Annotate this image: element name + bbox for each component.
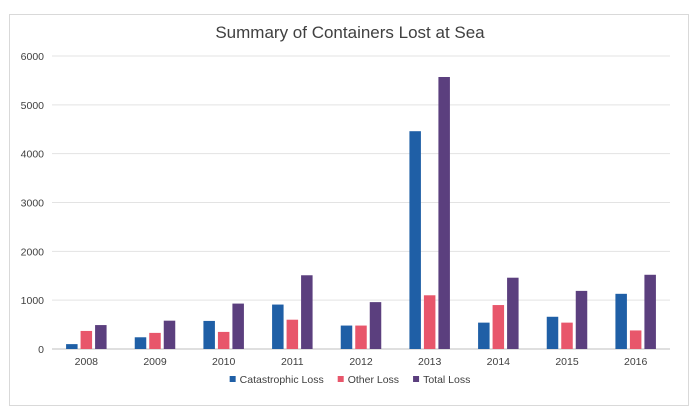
x-tick-label: 2016 xyxy=(624,356,648,368)
x-axis: 2008 2009 2010 2011 2012 2013 2014 2015 2016 xyxy=(75,356,648,368)
y-tick-label: 0 xyxy=(38,344,44,356)
y-tick-label: 3000 xyxy=(21,198,45,210)
bar-catastrophic-loss-2008 xyxy=(66,344,78,349)
bars xyxy=(66,76,656,349)
bar-catastrophic-loss-2013 xyxy=(409,131,421,349)
bar-total-loss-2010 xyxy=(232,303,244,349)
bar-other-loss-2013 xyxy=(423,295,436,349)
x-tick-label: 2015 xyxy=(555,356,579,368)
bar-other-loss-2010 xyxy=(217,331,230,349)
bar-other-loss-2009 xyxy=(149,332,161,349)
y-axis: 0 1000 2000 3000 4000 5000 6000 xyxy=(21,51,45,356)
y-tick-label: 6000 xyxy=(21,51,45,63)
chart-title: Summary of Containers Lost at Sea xyxy=(215,23,485,42)
legend: Catastrophic Loss Other Loss Total Loss xyxy=(229,374,470,386)
bar-catastrophic-loss-2014 xyxy=(478,322,490,349)
bar-total-loss-2012 xyxy=(369,302,382,349)
x-tick-label: 2014 xyxy=(487,356,511,368)
legend-swatch xyxy=(337,376,344,382)
legend-label: Catastrophic Loss xyxy=(240,374,324,386)
bar-total-loss-2009 xyxy=(163,320,176,349)
bar-total-loss-2008 xyxy=(95,325,107,349)
bar-catastrophic-loss-2010 xyxy=(203,320,215,349)
bar-other-loss-2016 xyxy=(629,330,642,349)
y-tick-label: 5000 xyxy=(21,100,45,112)
bar-catastrophic-loss-2012 xyxy=(340,325,353,349)
x-tick-label: 2013 xyxy=(418,356,442,368)
bar-other-loss-2014 xyxy=(492,305,505,349)
legend-swatch xyxy=(413,376,420,382)
bar-catastrophic-loss-2009 xyxy=(134,337,147,349)
bar-catastrophic-loss-2015 xyxy=(546,316,559,349)
y-tick-label: 4000 xyxy=(21,149,45,161)
legend-swatch xyxy=(229,376,236,382)
legend-label: Total Loss xyxy=(423,374,470,386)
bar-catastrophic-loss-2011 xyxy=(272,304,284,349)
bar-total-loss-2014 xyxy=(507,277,519,349)
x-tick-label: 2012 xyxy=(349,356,373,368)
x-tick-label: 2009 xyxy=(143,356,167,368)
bar-total-loss-2015 xyxy=(575,290,588,349)
y-tick-label: 2000 xyxy=(21,246,45,258)
bar-other-loss-2012 xyxy=(355,325,367,349)
bar-total-loss-2011 xyxy=(301,275,313,349)
y-tick-label: 1000 xyxy=(21,295,45,307)
x-tick-label: 2010 xyxy=(212,356,236,368)
bar-other-loss-2015 xyxy=(561,322,573,349)
bar-total-loss-2013 xyxy=(438,76,450,349)
bar-catastrophic-loss-2016 xyxy=(615,293,627,349)
bar-other-loss-2011 xyxy=(286,319,299,349)
bar-other-loss-2008 xyxy=(80,330,93,349)
x-tick-label: 2008 xyxy=(75,356,99,368)
legend-label: Other Loss xyxy=(348,374,399,386)
bar-total-loss-2016 xyxy=(644,274,656,349)
x-tick-label: 2011 xyxy=(281,356,304,368)
